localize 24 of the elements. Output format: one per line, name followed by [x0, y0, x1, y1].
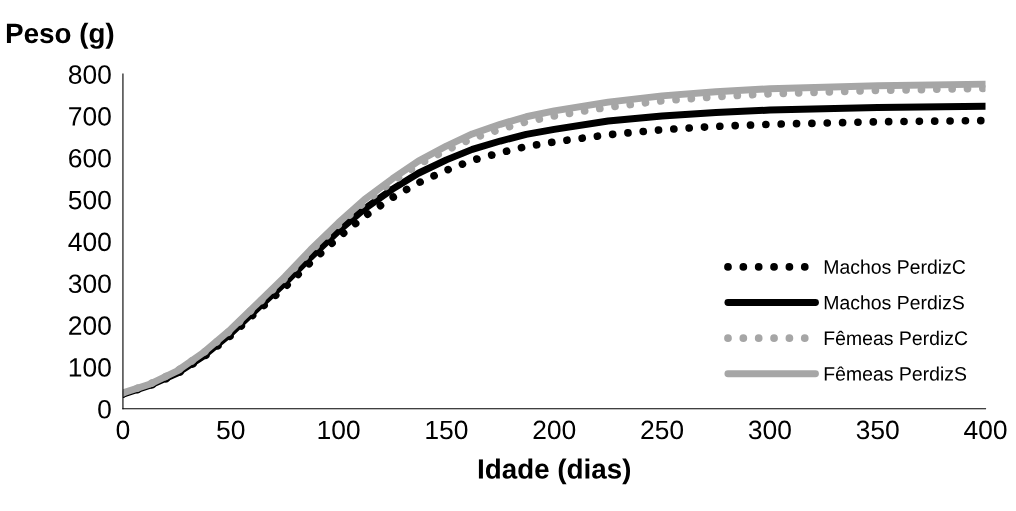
x-tick-label: 0 — [116, 420, 130, 440]
x-tick-label: 250 — [641, 420, 684, 440]
y-tick-label: 700 — [69, 107, 111, 126]
legend-label: Machos PerdizC — [824, 259, 966, 274]
x-tick-label: 400 — [964, 420, 1007, 440]
legend-label: Fêmeas PerdizC — [824, 330, 968, 346]
y-tick-label: 100 — [69, 358, 111, 377]
y-tick-label: 300 — [68, 274, 111, 294]
x-tick-label: 50 — [217, 420, 245, 440]
x-tick-label: 150 — [426, 420, 468, 440]
y-tick-label: 800 — [68, 65, 111, 84]
x-tick-label: 300 — [748, 420, 791, 440]
y-tick-label: 0 — [98, 399, 111, 419]
y-tick-label: 200 — [69, 316, 111, 335]
y-tick-label: 600 — [69, 148, 111, 168]
legend-label: Fêmeas PerdizS — [824, 366, 967, 381]
x-axis-title: Idade (dias) — [478, 458, 631, 485]
y-tick-label: 400 — [68, 232, 111, 252]
legend-label: Machos PerdizS — [824, 295, 964, 310]
x-tick-label: 200 — [533, 420, 576, 440]
x-tick-label: 350 — [856, 420, 899, 440]
y-tick-label: 500 — [68, 190, 111, 210]
x-tick-label: 100 — [318, 420, 360, 440]
y-axis-title: Peso (g) — [6, 22, 114, 49]
